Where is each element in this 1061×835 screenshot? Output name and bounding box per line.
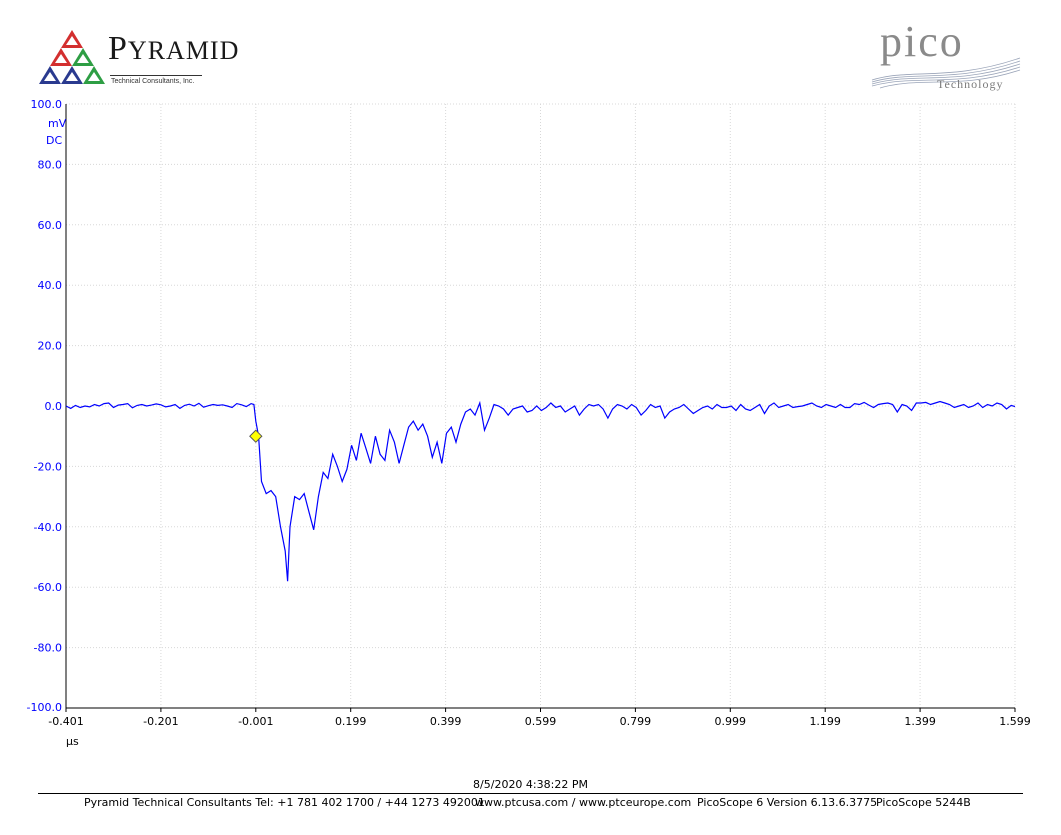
y-tick-label: 80.0 xyxy=(38,158,63,171)
pyramid-logo-subtitle: Technical Consultants, Inc. xyxy=(111,78,195,85)
y-tick-label: -60.0 xyxy=(34,581,62,594)
trigger-marker[interactable] xyxy=(249,429,263,443)
pyramid-logo-rule xyxy=(110,75,202,76)
x-tick-label: 0.199 xyxy=(335,715,367,728)
x-tick-label: -0.001 xyxy=(238,715,273,728)
pyramid-logo-wordmark: PYRAMID xyxy=(108,30,240,67)
footer-device-model: PicoScope 5244B xyxy=(876,796,971,809)
y-axis-unit-label: mV xyxy=(48,117,67,130)
pyramid-logo-icon xyxy=(39,30,105,84)
y-tick-label: -20.0 xyxy=(34,460,62,473)
x-axis-unit-label: µs xyxy=(66,735,79,748)
y-axis-coupling-label: DC xyxy=(46,134,62,147)
y-tick-label: -80.0 xyxy=(34,642,62,655)
x-axis-ticks: -0.401 -0.201 -0.001 0.199 0.399 0.599 0.799 0.… xyxy=(48,708,1031,728)
y-tick-label: 60.0 xyxy=(38,219,63,232)
x-tick-label: 0.399 xyxy=(430,715,462,728)
x-tick-label: -0.201 xyxy=(143,715,178,728)
y-tick-label: -40.0 xyxy=(34,521,62,534)
y-tick-label: -100.0 xyxy=(27,701,62,714)
chart-grid xyxy=(66,103,1016,708)
x-tick-label: 1.199 xyxy=(809,715,841,728)
y-axis-ticks: 100.0 80.0 60.0 40.0 20.0 0.0 -20.0 -40.0 -60.0 -… xyxy=(27,98,62,714)
series-line xyxy=(65,400,1016,582)
x-tick-label: 1.599 xyxy=(999,715,1031,728)
y-tick-label: 40.0 xyxy=(38,279,63,292)
pico-logo-wordmark: pico xyxy=(880,17,964,66)
x-tick-label: 1.399 xyxy=(904,715,936,728)
pico-logo-wave-icon xyxy=(871,57,1021,89)
x-tick-label: 0.999 xyxy=(715,715,747,728)
y-tick-label: 0.0 xyxy=(45,400,63,413)
footer-software-version: PicoScope 6 Version 6.13.6.3775 xyxy=(697,796,878,809)
x-tick-label: -0.401 xyxy=(48,715,83,728)
footer-company-contact: Pyramid Technical Consultants Tel: +1 78… xyxy=(84,796,485,809)
x-tick-label: 0.799 xyxy=(620,715,652,728)
y-tick-label: 100.0 xyxy=(31,98,63,111)
y-tick-label: 20.0 xyxy=(38,340,63,353)
footer-websites: www.ptcusa.com / www.ptceurope.com xyxy=(475,796,692,809)
footer-divider xyxy=(38,793,1023,794)
x-tick-label: 0.599 xyxy=(525,715,557,728)
pico-logo-subtitle: Technology xyxy=(937,77,1004,91)
capture-timestamp: 8/5/2020 4:38:22 PM xyxy=(473,778,588,791)
